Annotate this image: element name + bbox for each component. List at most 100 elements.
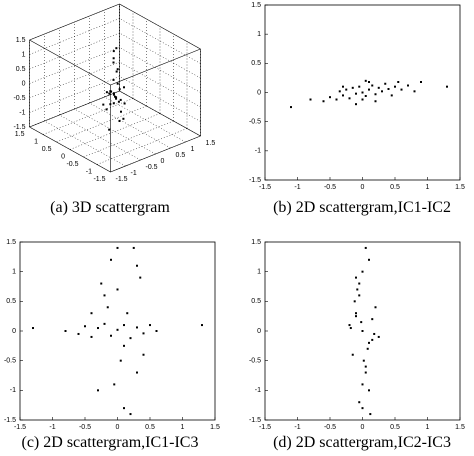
point — [361, 407, 364, 410]
point — [108, 92, 111, 95]
point — [364, 79, 367, 82]
point — [420, 81, 422, 83]
grid-line — [29, 18, 120, 55]
grid-line — [119, 18, 201, 64]
box-edge — [29, 90, 120, 128]
box-edge — [110, 135, 201, 173]
point — [132, 246, 135, 249]
point — [120, 110, 122, 113]
point — [119, 98, 122, 101]
point — [142, 353, 145, 356]
point — [136, 326, 138, 329]
point — [117, 100, 120, 103]
y-tick-label: -1 — [255, 387, 261, 394]
x-tick-label: 1.5 — [15, 131, 25, 138]
point — [123, 102, 126, 105]
point — [349, 327, 352, 330]
z-tick-label: 0.5 — [16, 66, 26, 73]
point — [155, 330, 158, 332]
grid-line — [44, 120, 126, 167]
y-tick-label: -1 — [10, 387, 16, 394]
x-tick-label: -0.5 — [66, 161, 78, 168]
point — [129, 337, 132, 340]
point — [322, 100, 325, 103]
y-tick-label: 0.5 — [251, 60, 261, 67]
point — [84, 325, 86, 328]
point — [364, 365, 367, 368]
point — [358, 85, 361, 88]
point — [384, 82, 387, 85]
point — [355, 315, 357, 318]
point — [413, 90, 416, 93]
point — [361, 91, 364, 94]
point — [358, 282, 361, 285]
point — [309, 98, 312, 101]
point — [368, 88, 370, 91]
grid-line — [74, 108, 156, 155]
point — [129, 413, 132, 416]
point — [114, 95, 116, 98]
point — [348, 97, 351, 100]
x-tick-label: -1.5 — [259, 424, 271, 431]
z-tick-label: -0.5 — [13, 95, 25, 102]
point — [351, 353, 354, 356]
y-tick-label: 1.5 — [251, 239, 261, 246]
box-edge — [29, 39, 111, 86]
point — [338, 90, 341, 93]
point — [90, 312, 93, 315]
point — [123, 324, 125, 327]
x-tick-label: -1 — [294, 184, 300, 191]
x-tick-label: 1 — [181, 424, 185, 431]
point — [32, 327, 34, 330]
point — [356, 288, 359, 291]
x-tick-label: -1 — [86, 168, 92, 175]
point — [381, 90, 383, 93]
x-tick-label: 0.5 — [390, 184, 400, 191]
point — [368, 258, 370, 261]
grid-line — [104, 96, 186, 143]
point — [115, 96, 118, 99]
point — [394, 85, 396, 88]
point — [106, 306, 109, 309]
point — [364, 371, 367, 374]
point — [348, 324, 351, 327]
y-tick-label: 0 — [161, 158, 165, 165]
point — [329, 96, 331, 99]
y-tick-label: 1 — [257, 31, 261, 38]
grid-line — [42, 98, 134, 135]
point — [123, 86, 125, 89]
x-tick-label: -1.5 — [259, 184, 271, 191]
point — [105, 108, 108, 111]
point — [116, 82, 119, 85]
point — [115, 70, 118, 73]
point — [116, 288, 119, 291]
z-tick-label: 1 — [22, 51, 26, 58]
point — [126, 312, 129, 315]
point — [364, 95, 367, 97]
point — [142, 332, 145, 335]
point — [371, 318, 374, 321]
point — [374, 93, 377, 96]
point — [103, 322, 106, 325]
point — [397, 81, 400, 83]
point — [361, 383, 364, 386]
y-tick-label: 1.5 — [206, 140, 216, 147]
plot-frame — [19, 241, 216, 421]
y-tick-label: -0.5 — [4, 358, 16, 365]
point — [116, 68, 119, 71]
y-tick-label: -0.5 — [146, 164, 158, 171]
y-tick-label: 1.5 — [6, 239, 16, 246]
y-tick-label: -1.5 — [116, 176, 128, 183]
point — [123, 407, 125, 410]
box-edge — [29, 126, 111, 173]
box-edge — [29, 3, 120, 41]
grid-line — [29, 32, 120, 70]
point — [446, 85, 448, 88]
x-tick-label: -0.5 — [79, 424, 91, 431]
point — [290, 106, 292, 109]
point — [373, 332, 376, 335]
y-tick-label: 1 — [257, 269, 261, 276]
x-tick-label: 0.5 — [145, 424, 155, 431]
point — [112, 102, 115, 105]
